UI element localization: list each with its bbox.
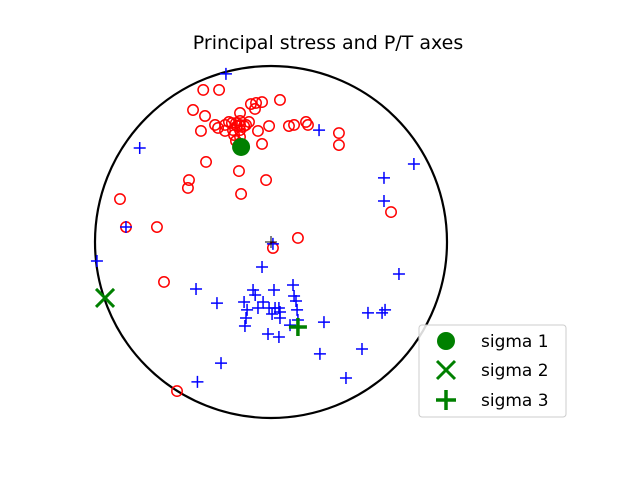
t-axis-point	[266, 307, 279, 320]
p-axis-point	[288, 119, 301, 131]
p-axis-point	[197, 83, 210, 96]
chart-title: Principal stress and P/T axes	[193, 32, 463, 54]
t-axis-point	[273, 312, 286, 325]
p-axis-point	[151, 221, 163, 233]
p-axis-point	[181, 182, 194, 194]
t-axis-point	[289, 294, 302, 307]
p-axis-point	[187, 104, 199, 116]
p-axis-point	[385, 206, 397, 219]
t-axis-point	[392, 268, 405, 281]
center-cross	[265, 236, 277, 248]
p-axis-point	[250, 97, 262, 109]
t-axis-point	[262, 328, 275, 341]
primitive-circle	[93, 64, 449, 420]
t-axis-point	[219, 67, 232, 80]
t-axis-point	[267, 284, 280, 297]
t-axis-point	[215, 357, 228, 370]
t-axis-point	[288, 290, 301, 303]
t-axis-point	[291, 303, 304, 316]
p-axis-point	[212, 122, 224, 134]
t-axis-point	[339, 372, 352, 385]
p-axis-point	[302, 119, 314, 131]
legend-sigma1-marker	[437, 332, 455, 350]
t-axis-point	[376, 306, 389, 319]
p-axis-point	[213, 83, 226, 96]
t-axis-point	[133, 142, 146, 155]
p-axis-point	[183, 174, 195, 186]
t-axis-point	[247, 284, 260, 297]
sigma-1-point	[232, 137, 251, 156]
p-axis-point	[256, 96, 268, 109]
t-axis-point	[240, 312, 253, 325]
t-axis-point	[284, 319, 297, 332]
t-axis-point	[257, 296, 270, 309]
t-axis-point	[313, 347, 326, 360]
p-axis-point	[300, 116, 312, 128]
p-axis-point	[171, 385, 183, 398]
t-axis-point	[355, 343, 368, 356]
p-axis-point	[195, 124, 207, 137]
t-axis-point	[272, 331, 285, 344]
p-axis-point	[274, 94, 286, 106]
legend-sigma3-marker	[436, 390, 456, 410]
t-axis-point	[251, 302, 264, 314]
t-axis-point	[241, 303, 254, 316]
p-axis-point	[263, 120, 276, 132]
p-axis-point	[199, 110, 211, 122]
t-axis-point	[377, 171, 390, 184]
t-axis-point	[210, 297, 223, 310]
p-axis-point	[114, 193, 126, 206]
t-axis-point	[190, 282, 203, 295]
t-axis-point	[317, 316, 330, 329]
legend-sigma1-label: sigma 1	[481, 332, 549, 352]
legend-sigma2-label: sigma 2	[481, 361, 549, 381]
t-axis-point	[256, 260, 269, 273]
p-axis-point	[332, 127, 345, 140]
t-axis-point	[377, 194, 390, 207]
t-axis-point	[287, 278, 299, 291]
t-axis-point	[90, 255, 103, 268]
t-axis-point	[238, 319, 251, 332]
p-axis-point	[256, 138, 268, 150]
p-axis-point	[291, 232, 304, 244]
t-axis-point	[361, 306, 374, 319]
p-axis-point	[235, 188, 248, 200]
p-axis-point	[252, 124, 264, 137]
t-axis-point	[407, 158, 420, 171]
t-axis-point	[313, 124, 326, 137]
p-axis-point	[260, 174, 273, 186]
p-axis-point	[244, 98, 257, 110]
p-axis-point	[332, 139, 345, 151]
p-axis-point	[209, 119, 221, 131]
data-points	[90, 67, 420, 398]
p-axis-point	[243, 116, 255, 128]
p-axis-point	[283, 120, 295, 132]
p-axis-point	[234, 107, 246, 119]
t-axis-point	[238, 296, 251, 309]
sigma-2-point	[94, 287, 116, 309]
legend-sigma3-label: sigma 3	[481, 391, 549, 411]
p-axis-point	[240, 119, 252, 131]
legend-frame	[418, 324, 567, 418]
p-axis-point	[233, 165, 245, 178]
t-axis-point	[266, 237, 279, 250]
t-axis-point	[191, 375, 204, 388]
t-axis-point	[119, 221, 132, 234]
p-axis-point	[228, 129, 240, 141]
t-axis-point	[249, 288, 262, 301]
p-axis-point	[158, 276, 170, 288]
sigma-3-point	[288, 318, 307, 337]
legend: sigma 1 sigma 2 sigma 3	[418, 324, 567, 418]
t-axis-point	[379, 303, 392, 316]
legend-sigma2-marker	[435, 359, 457, 381]
p-axis-point	[200, 155, 213, 168]
